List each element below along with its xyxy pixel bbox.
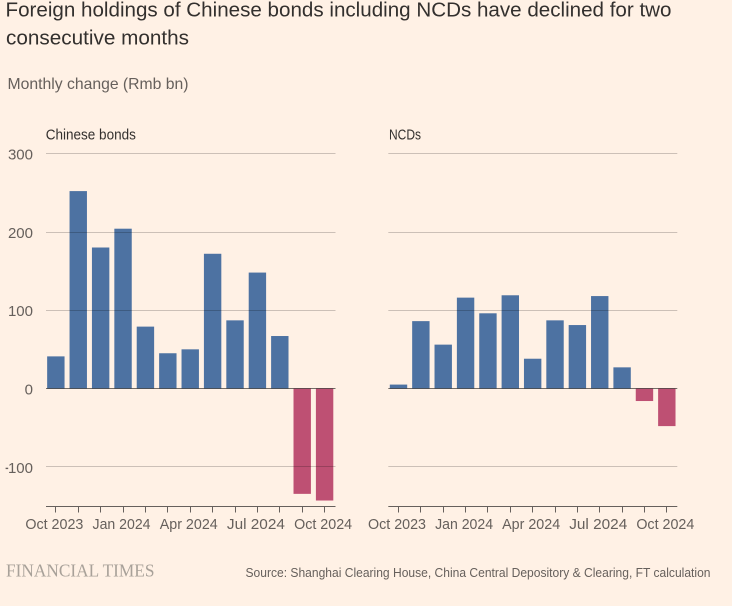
svg-text:Foreign holdings of Chinese bo: Foreign holdings of Chinese bonds includ… xyxy=(6,0,672,22)
svg-text:Apr 2024: Apr 2024 xyxy=(160,516,218,533)
svg-text:0: 0 xyxy=(25,382,33,399)
svg-text:Oct 2023: Oct 2023 xyxy=(25,516,83,533)
svg-text:Source: Shanghai Clearing Hous: Source: Shanghai Clearing House, China C… xyxy=(246,565,711,580)
svg-text:Monthly change (Rmb bn): Monthly change (Rmb bn) xyxy=(8,76,189,93)
svg-text:Oct 2024: Oct 2024 xyxy=(636,516,694,533)
svg-text:Chinese bonds: Chinese bonds xyxy=(46,127,136,144)
svg-text:100: 100 xyxy=(8,303,33,320)
svg-text:NCDs: NCDs xyxy=(389,127,421,144)
svg-text:FINANCIAL TIMES: FINANCIAL TIMES xyxy=(6,561,155,581)
svg-text:100: 100 xyxy=(8,460,33,477)
svg-text:Jul 2024: Jul 2024 xyxy=(227,516,285,533)
svg-text:consecutive months: consecutive months xyxy=(6,28,189,50)
svg-text:Jan 2024: Jan 2024 xyxy=(435,516,493,533)
svg-text:Apr 2024: Apr 2024 xyxy=(502,516,560,533)
svg-text:300: 300 xyxy=(8,147,33,164)
svg-text:Jan 2024: Jan 2024 xyxy=(93,516,151,533)
svg-text:200: 200 xyxy=(8,225,33,242)
svg-text:Oct 2023: Oct 2023 xyxy=(368,516,426,533)
svg-text:Jul 2024: Jul 2024 xyxy=(569,516,627,533)
svg-text:Oct 2024: Oct 2024 xyxy=(294,516,352,533)
